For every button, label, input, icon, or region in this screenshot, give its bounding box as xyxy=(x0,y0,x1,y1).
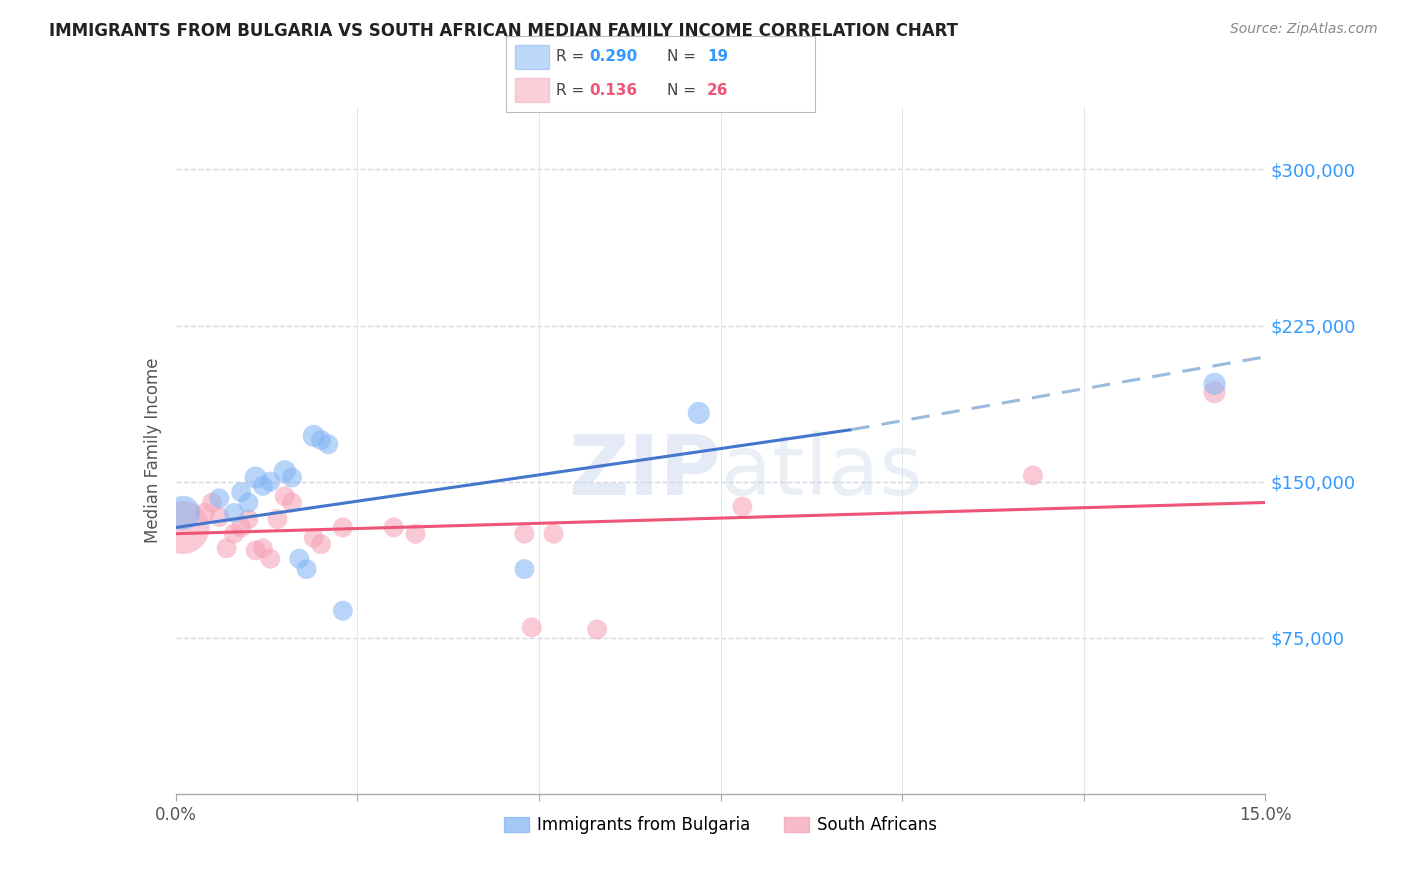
Point xyxy=(586,623,609,637)
Point xyxy=(520,620,543,634)
Point xyxy=(194,506,217,520)
Point xyxy=(238,512,260,526)
Point xyxy=(274,464,297,478)
Point xyxy=(208,491,231,506)
Point xyxy=(208,510,231,524)
Point xyxy=(245,543,267,558)
Point xyxy=(405,526,427,541)
Point xyxy=(266,512,288,526)
Text: 0.290: 0.290 xyxy=(589,49,638,64)
Point xyxy=(302,429,325,443)
Point xyxy=(513,562,536,576)
Point xyxy=(309,537,332,551)
Point xyxy=(302,531,325,545)
Text: 0.136: 0.136 xyxy=(589,83,638,98)
Point xyxy=(201,495,224,509)
Point xyxy=(274,489,297,503)
Legend: Immigrants from Bulgaria, South Africans: Immigrants from Bulgaria, South Africans xyxy=(498,809,943,840)
Point xyxy=(281,470,304,484)
Point xyxy=(688,406,710,420)
Point xyxy=(1022,468,1045,483)
Point xyxy=(238,495,260,509)
Text: ZIP: ZIP xyxy=(568,431,721,512)
Point xyxy=(222,526,245,541)
Point xyxy=(731,500,754,514)
Point xyxy=(318,437,340,451)
Text: 26: 26 xyxy=(707,83,728,98)
Text: 19: 19 xyxy=(707,49,728,64)
Text: atlas: atlas xyxy=(721,431,922,512)
Text: Source: ZipAtlas.com: Source: ZipAtlas.com xyxy=(1230,22,1378,37)
Point xyxy=(332,520,354,534)
Point xyxy=(543,526,565,541)
Text: R =: R = xyxy=(555,49,589,64)
Point xyxy=(1204,376,1226,391)
Point xyxy=(245,470,267,484)
FancyBboxPatch shape xyxy=(516,45,550,69)
Point xyxy=(215,541,238,556)
Point xyxy=(332,604,354,618)
Point xyxy=(513,526,536,541)
Point xyxy=(172,520,194,534)
Point xyxy=(382,520,405,534)
Point xyxy=(259,475,281,489)
Point xyxy=(288,551,311,566)
Point xyxy=(281,495,304,509)
Point xyxy=(231,485,253,500)
Point xyxy=(252,541,274,556)
Point xyxy=(259,551,281,566)
Point xyxy=(1204,385,1226,400)
Point xyxy=(231,520,253,534)
Point xyxy=(295,562,318,576)
Point xyxy=(172,506,194,520)
Text: R =: R = xyxy=(555,83,589,98)
Point xyxy=(222,506,245,520)
Text: N =: N = xyxy=(666,49,700,64)
Point xyxy=(252,479,274,493)
FancyBboxPatch shape xyxy=(516,78,550,103)
Point xyxy=(309,433,332,447)
Y-axis label: Median Family Income: Median Family Income xyxy=(143,358,162,543)
Text: IMMIGRANTS FROM BULGARIA VS SOUTH AFRICAN MEDIAN FAMILY INCOME CORRELATION CHART: IMMIGRANTS FROM BULGARIA VS SOUTH AFRICA… xyxy=(49,22,959,40)
Text: N =: N = xyxy=(666,83,700,98)
